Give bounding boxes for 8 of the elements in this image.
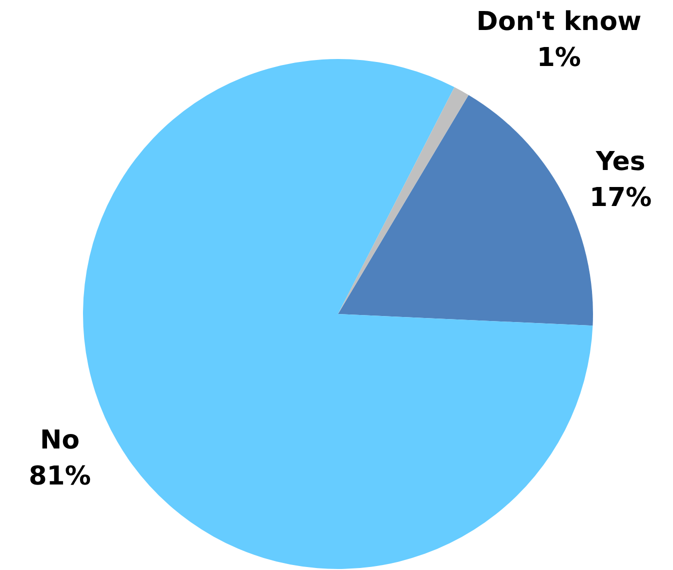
slice-label: Don't know xyxy=(476,7,642,38)
pie-slice xyxy=(338,87,469,314)
slice-label: Yes xyxy=(594,146,646,177)
pie-slice xyxy=(338,94,593,326)
data-label: 1% xyxy=(536,43,581,74)
data-label: 81% xyxy=(28,461,91,492)
data-label: 17% xyxy=(589,182,652,213)
slice-label: No xyxy=(40,425,80,456)
